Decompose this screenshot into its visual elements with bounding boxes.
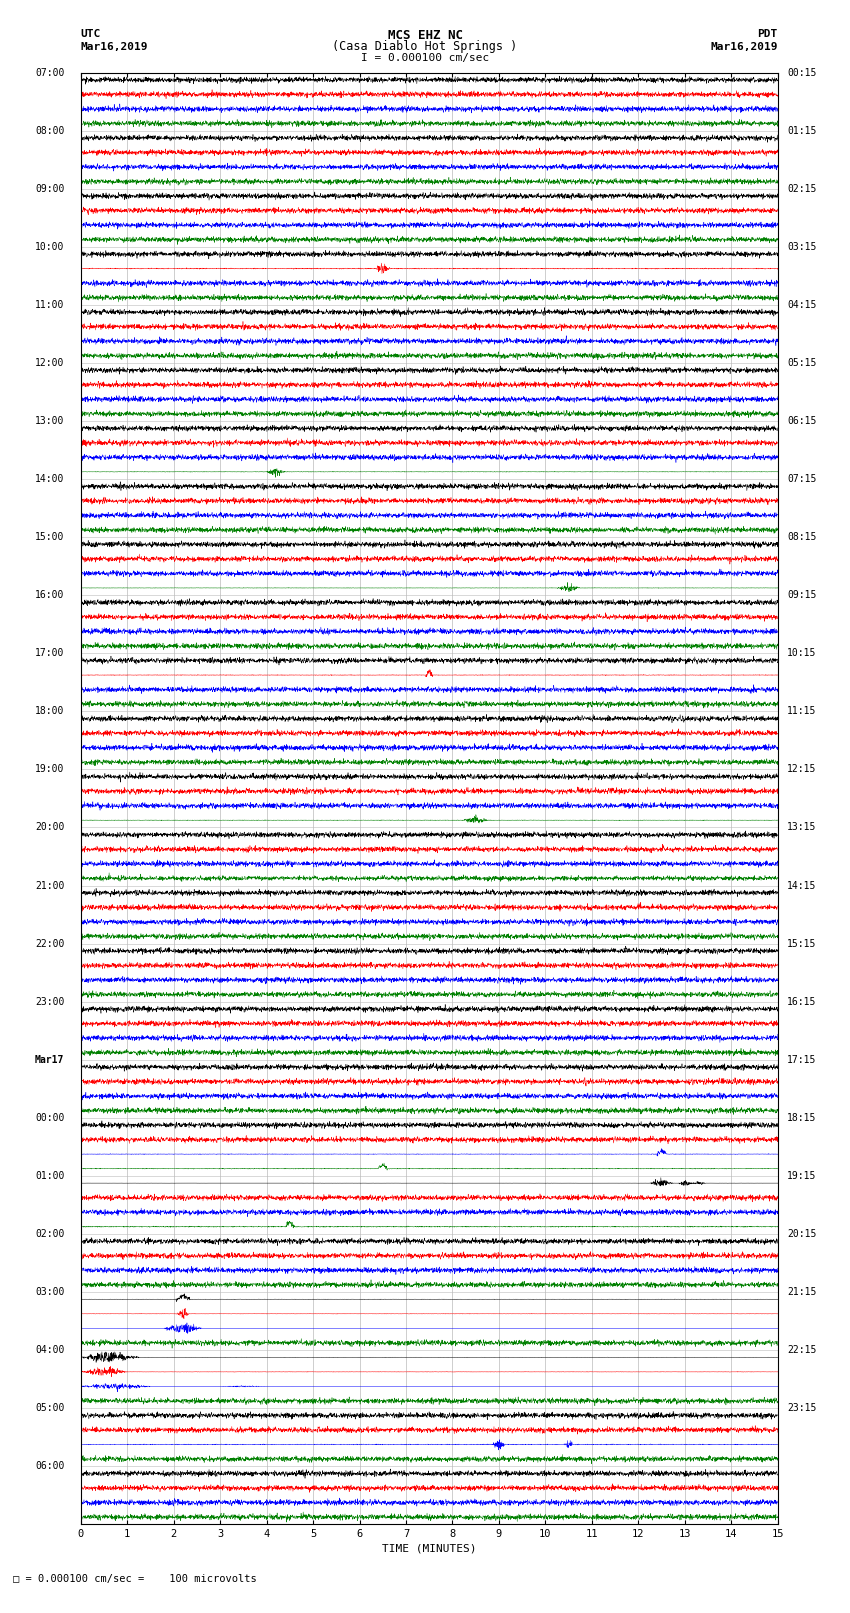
Text: (Casa Diablo Hot Springs ): (Casa Diablo Hot Springs ): [332, 40, 518, 53]
Text: 09:00: 09:00: [35, 184, 65, 194]
Text: 06:15: 06:15: [787, 416, 816, 426]
Text: 10:00: 10:00: [35, 242, 65, 252]
Text: 20:00: 20:00: [35, 823, 65, 832]
Text: 02:00: 02:00: [35, 1229, 65, 1239]
Text: 07:00: 07:00: [35, 68, 65, 77]
Text: 23:15: 23:15: [787, 1403, 816, 1413]
Text: Mar16,2019: Mar16,2019: [81, 42, 148, 52]
Text: 20:15: 20:15: [787, 1229, 816, 1239]
Text: 16:15: 16:15: [787, 997, 816, 1007]
Text: 22:00: 22:00: [35, 939, 65, 948]
Text: □ = 0.000100 cm/sec =    100 microvolts: □ = 0.000100 cm/sec = 100 microvolts: [13, 1574, 257, 1584]
Text: 06:00: 06:00: [35, 1461, 65, 1471]
Text: 08:15: 08:15: [787, 532, 816, 542]
Text: 21:15: 21:15: [787, 1287, 816, 1297]
Text: 10:15: 10:15: [787, 648, 816, 658]
Text: 00:00: 00:00: [35, 1113, 65, 1123]
Text: 07:15: 07:15: [787, 474, 816, 484]
Text: 15:15: 15:15: [787, 939, 816, 948]
Text: 04:00: 04:00: [35, 1345, 65, 1355]
X-axis label: TIME (MINUTES): TIME (MINUTES): [382, 1544, 477, 1553]
Text: 16:00: 16:00: [35, 590, 65, 600]
Text: 14:15: 14:15: [787, 881, 816, 890]
Text: 05:15: 05:15: [787, 358, 816, 368]
Text: 02:15: 02:15: [787, 184, 816, 194]
Text: 17:00: 17:00: [35, 648, 65, 658]
Text: 13:15: 13:15: [787, 823, 816, 832]
Text: 01:00: 01:00: [35, 1171, 65, 1181]
Text: 04:15: 04:15: [787, 300, 816, 310]
Text: I = 0.000100 cm/sec: I = 0.000100 cm/sec: [361, 53, 489, 63]
Text: Mar16,2019: Mar16,2019: [711, 42, 778, 52]
Text: 03:15: 03:15: [787, 242, 816, 252]
Text: 01:15: 01:15: [787, 126, 816, 135]
Text: 14:00: 14:00: [35, 474, 65, 484]
Text: 11:00: 11:00: [35, 300, 65, 310]
Text: 19:15: 19:15: [787, 1171, 816, 1181]
Text: Mar17: Mar17: [35, 1055, 65, 1065]
Text: UTC: UTC: [81, 29, 101, 39]
Text: 11:15: 11:15: [787, 706, 816, 716]
Text: 18:00: 18:00: [35, 706, 65, 716]
Text: 23:00: 23:00: [35, 997, 65, 1007]
Text: 05:00: 05:00: [35, 1403, 65, 1413]
Text: PDT: PDT: [757, 29, 778, 39]
Text: 12:00: 12:00: [35, 358, 65, 368]
Text: 18:15: 18:15: [787, 1113, 816, 1123]
Text: 21:00: 21:00: [35, 881, 65, 890]
Text: MCS EHZ NC: MCS EHZ NC: [388, 29, 462, 42]
Text: 13:00: 13:00: [35, 416, 65, 426]
Text: 19:00: 19:00: [35, 765, 65, 774]
Text: 08:00: 08:00: [35, 126, 65, 135]
Text: 09:15: 09:15: [787, 590, 816, 600]
Text: 00:15: 00:15: [787, 68, 816, 77]
Text: 17:15: 17:15: [787, 1055, 816, 1065]
Text: 12:15: 12:15: [787, 765, 816, 774]
Text: 15:00: 15:00: [35, 532, 65, 542]
Text: 03:00: 03:00: [35, 1287, 65, 1297]
Text: 22:15: 22:15: [787, 1345, 816, 1355]
